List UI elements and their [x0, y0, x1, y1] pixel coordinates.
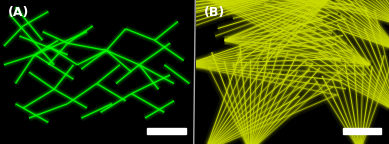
Bar — [147, 128, 186, 134]
Bar — [343, 128, 381, 134]
Text: (B): (B) — [203, 6, 225, 19]
Text: (A): (A) — [8, 6, 29, 19]
